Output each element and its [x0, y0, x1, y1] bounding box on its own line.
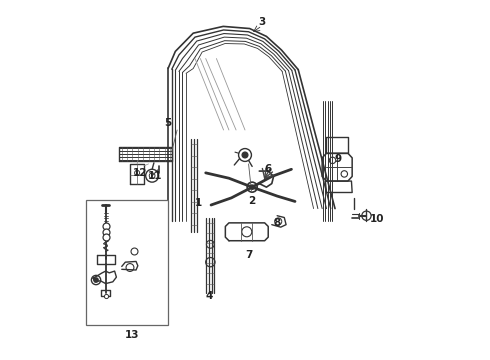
Circle shape: [242, 152, 248, 158]
Bar: [86, 200, 168, 325]
Circle shape: [250, 185, 254, 189]
Text: 8: 8: [273, 218, 281, 228]
Text: 3: 3: [259, 17, 266, 27]
Text: 9: 9: [334, 154, 342, 163]
Circle shape: [94, 278, 98, 282]
Text: 13: 13: [125, 330, 140, 341]
Text: 1: 1: [195, 198, 202, 208]
Text: 2: 2: [248, 197, 256, 206]
Text: 10: 10: [370, 214, 385, 224]
Text: 12: 12: [132, 168, 147, 178]
Text: 11: 11: [147, 171, 162, 181]
Text: 6: 6: [265, 164, 272, 174]
Text: 5: 5: [165, 118, 172, 128]
Text: 4: 4: [206, 291, 213, 301]
Text: 7: 7: [245, 250, 252, 260]
